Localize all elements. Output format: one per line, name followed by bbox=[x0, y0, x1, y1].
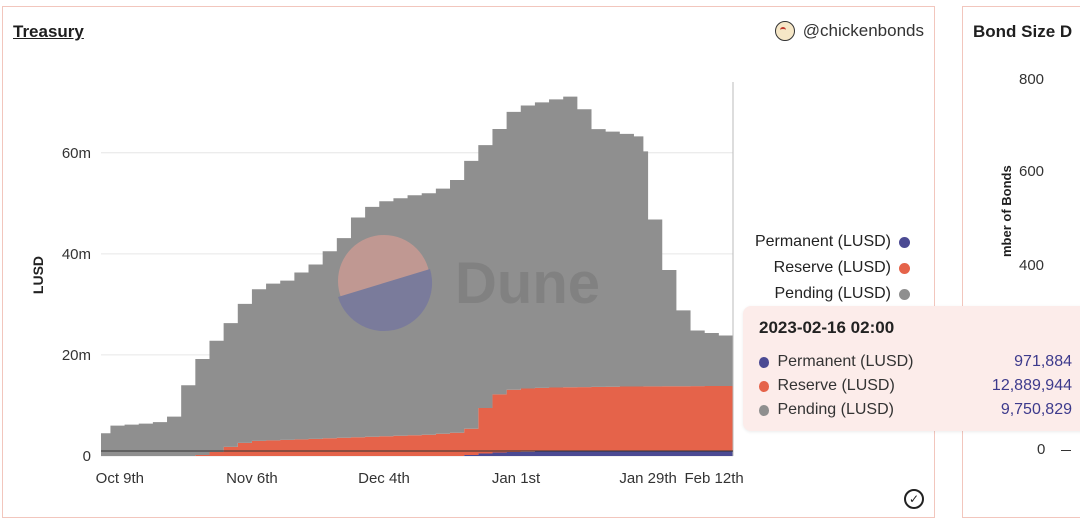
legend-item-reserve[interactable]: Reserve (LUSD) bbox=[755, 255, 910, 281]
tooltip-label: Reserve (LUSD) bbox=[777, 377, 895, 394]
tooltip-title: 2023-02-16 02:00 bbox=[759, 318, 895, 337]
x-tick-label: Nov 6th bbox=[226, 470, 278, 487]
legend-dot-icon bbox=[899, 262, 910, 274]
x-tick-label: Dec 4th bbox=[358, 470, 410, 487]
treasury-area-chart[interactable]: Dune 0 20m 40m 60m Oct 9th Nov 6th Dec 4th Jan … bbox=[3, 7, 936, 519]
side-chart-title[interactable]: Bond Size D bbox=[973, 22, 1073, 41]
y-axis-label: LUSD bbox=[30, 256, 46, 294]
y-tick-label: 60m bbox=[62, 145, 91, 162]
tooltip-value: 9,750,829 bbox=[1000, 401, 1072, 418]
tooltip-label: Permanent (LUSD) bbox=[777, 353, 914, 370]
x-tick-label: Jan 29th bbox=[619, 470, 677, 487]
legend-label: Reserve (LUSD) bbox=[773, 259, 891, 276]
x-tick-label: Feb 12th bbox=[685, 470, 744, 487]
check-circle-icon[interactable]: ✓ bbox=[904, 489, 924, 509]
legend: Permanent (LUSD) Reserve (LUSD) Pending … bbox=[755, 229, 910, 307]
treasury-chart-card: Treasury @chickenbonds Dune 0 20m 40m 60m Oc… bbox=[2, 6, 935, 518]
side-tick-mark bbox=[1061, 450, 1071, 451]
x-tick-label: Oct 9th bbox=[96, 470, 144, 487]
legend-item-pending[interactable]: Pending (LUSD) bbox=[755, 281, 910, 307]
bond-size-chart-card: Bond Size D mber of Bonds 800 600 400 0 bbox=[962, 6, 1080, 518]
x-tick-label: Jan 1st bbox=[492, 470, 541, 487]
hover-tooltip: 2023-02-16 02:00 Permanent (LUSD) 971,88… bbox=[743, 306, 1080, 431]
dune-logo-shade bbox=[338, 269, 433, 332]
owner-name: @chickenbonds bbox=[802, 21, 924, 40]
tooltip-row-permanent: Permanent (LUSD) 971,884 bbox=[759, 350, 1072, 374]
series-area-permanent bbox=[101, 451, 733, 456]
tooltip-row-pending: Pending (LUSD) 9,750,829 bbox=[759, 398, 1072, 422]
side-tick-label: 0 bbox=[1037, 441, 1046, 458]
side-tick-label: 600 bbox=[1019, 163, 1045, 180]
chicken-avatar-icon bbox=[774, 21, 795, 41]
tooltip-row-reserve: Reserve (LUSD) 12,889,944 bbox=[759, 374, 1072, 398]
tooltip-label: Pending (LUSD) bbox=[777, 401, 894, 418]
legend-label: Pending (LUSD) bbox=[774, 285, 892, 302]
watermark: Dune bbox=[338, 235, 600, 332]
legend-label: Permanent (LUSD) bbox=[754, 233, 891, 250]
axes: 0 20m 40m 60m Oct 9th Nov 6th Dec 4th Jan 1st Ja… bbox=[62, 82, 744, 487]
watermark-text: Dune bbox=[455, 251, 600, 316]
tooltip-value: 12,889,944 bbox=[991, 377, 1072, 394]
y-tick-label: 20m bbox=[62, 347, 91, 364]
side-tick-label: 800 bbox=[1019, 71, 1045, 88]
legend-item-permanent[interactable]: Permanent (LUSD) bbox=[755, 229, 910, 255]
tooltip-dot-icon bbox=[759, 380, 770, 392]
legend-dot-icon bbox=[899, 288, 910, 300]
side-tick-label: 400 bbox=[1019, 257, 1045, 274]
y-tick-label: 0 bbox=[83, 448, 91, 465]
owner-link[interactable]: @chickenbonds bbox=[774, 21, 924, 41]
side-y-axis-label: mber of Bonds bbox=[999, 165, 1014, 257]
legend-dot-icon bbox=[899, 236, 910, 248]
tooltip-value: 971,884 bbox=[1014, 353, 1072, 370]
series-area-reserve bbox=[101, 385, 733, 456]
y-tick-label: 40m bbox=[62, 246, 91, 263]
tooltip-dot-icon bbox=[759, 404, 770, 416]
tooltip-dot-icon bbox=[759, 356, 770, 368]
chart-title[interactable]: Treasury bbox=[13, 22, 84, 41]
